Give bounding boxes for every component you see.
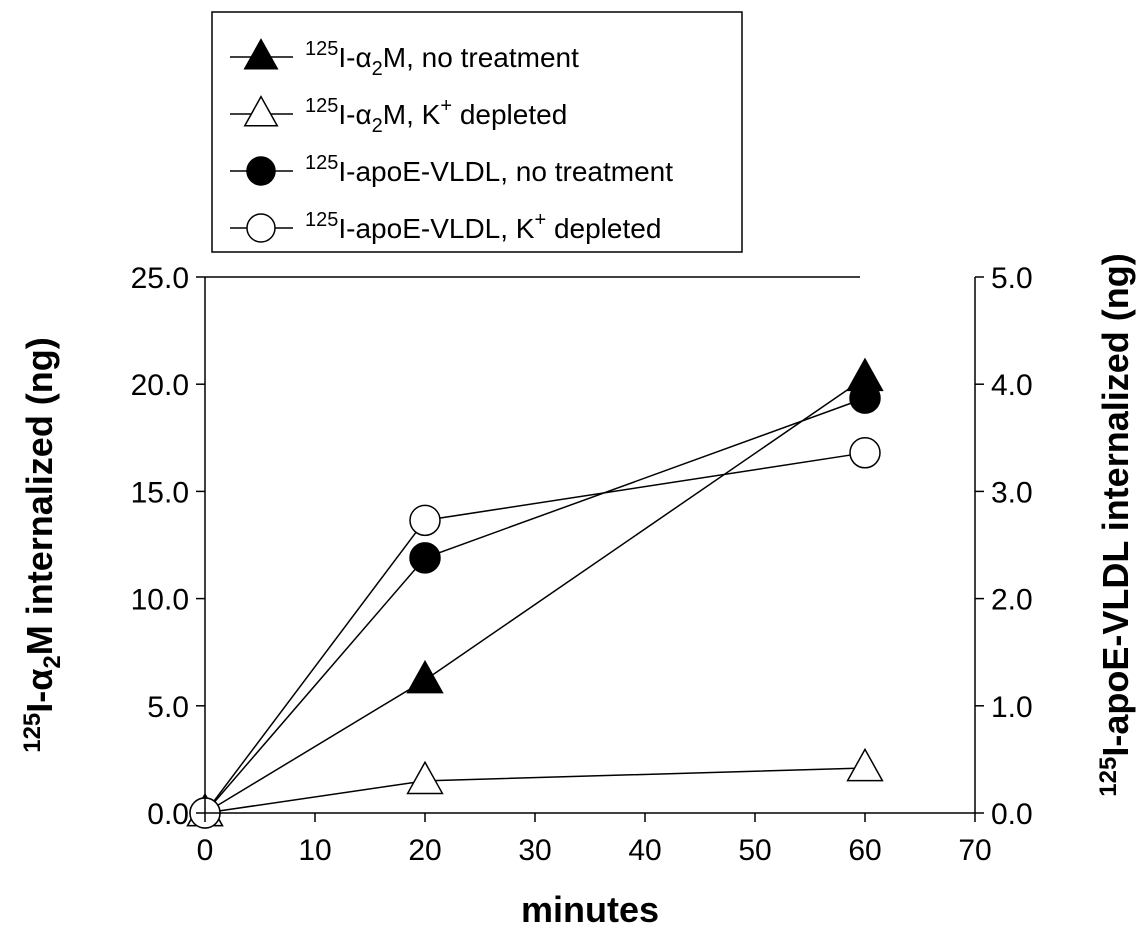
legend-label-pre: I-apoE-VLDL, K — [338, 213, 534, 244]
legend-label-sub: 2 — [372, 115, 383, 137]
data-point — [409, 542, 441, 574]
y-right-axis-title: 125I-apoE-VLDL internalized (ng) — [1095, 253, 1136, 796]
data-point — [849, 382, 881, 414]
series — [189, 382, 881, 829]
y-right-tick-label: 2.0 — [991, 584, 1033, 617]
x-tick-label: 20 — [408, 834, 441, 867]
x-tick-label: 10 — [298, 834, 331, 867]
y-left-axis-title-post: M internalized (ng) — [19, 337, 60, 655]
y-left-axis-title-pre: I- — [19, 691, 60, 713]
legend-item: 125I-apoE-VLDL, K+ depleted — [230, 209, 661, 244]
data-point — [846, 747, 884, 782]
y-right-tick-label: 0.0 — [991, 798, 1033, 831]
y-left-tick-label: 0.0 — [147, 798, 189, 831]
y-left-tick-label: 25.0 — [131, 262, 189, 295]
legend-label: 125I-apoE-VLDL, K+ depleted — [305, 209, 661, 244]
legend-label-sup2: + — [440, 95, 452, 117]
series-line — [204, 377, 866, 814]
y-left-axis-title: 125I-α2M internalized (ng) — [19, 337, 66, 753]
legend-label-sub: 2 — [372, 58, 383, 80]
y-right-axis-title-sup: 125 — [1095, 757, 1122, 797]
legend-label: 125I-α2M, no treatment — [305, 38, 579, 80]
legend-label-pre: I- — [338, 42, 355, 73]
series-line — [204, 767, 866, 814]
y-left-tick-label: 10.0 — [131, 584, 189, 617]
legend-label-post: M, no treatment — [383, 42, 579, 73]
plot-area — [186, 357, 884, 829]
x-axis-title: minutes — [521, 889, 659, 930]
legend-label-greek: α — [355, 99, 371, 130]
y-left-axis-title-greek: α — [19, 669, 60, 691]
legend-box — [211, 11, 743, 253]
y-left-axis-title-sub: 2 — [39, 655, 66, 668]
x-tick-label: 70 — [958, 834, 991, 867]
legend-label-sup: 125 — [305, 95, 338, 117]
y-left-tick-label: 15.0 — [131, 476, 189, 509]
data-point — [406, 659, 444, 694]
legend-label-pre: I- — [338, 99, 355, 130]
axes: 0 10 20 30 40 50 60 700.05.010.015.020.025.00.0… — [19, 253, 1136, 930]
y-right-tick-label: 3.0 — [991, 476, 1033, 509]
series-line — [204, 452, 866, 814]
legend-label-post2: depleted — [546, 213, 661, 244]
y-right-tick-label: 1.0 — [991, 691, 1033, 724]
legend-label-sup2: + — [534, 209, 546, 231]
legend-label-post: M, K — [383, 99, 441, 130]
y-left-tick-label: 20.0 — [131, 369, 189, 402]
legend-marker-triangle — [243, 95, 279, 127]
legend-label: 125I-α2M, K+ depleted — [305, 95, 567, 137]
legend-label: 125I-apoE-VLDL, no treatment — [305, 152, 673, 187]
legend-item: 125I-α2M, K+ depleted — [230, 95, 567, 137]
x-tick-label: 60 — [848, 834, 881, 867]
data-point — [849, 437, 881, 469]
y-left-axis-title-sup: 125 — [19, 713, 46, 753]
legend-label-sup: 125 — [305, 152, 338, 174]
legend-label-post2: depleted — [452, 99, 567, 130]
x-tick-label: 40 — [628, 834, 661, 867]
y-right-tick-label: 5.0 — [991, 262, 1033, 295]
x-tick-label: 30 — [518, 834, 551, 867]
y-right-axis-title-pre: I-apoE-VLDL internalized (ng) — [1095, 253, 1136, 756]
x-tick-label: 50 — [738, 834, 771, 867]
legend-label-sup: 125 — [305, 38, 338, 60]
y-right-tick-label: 4.0 — [991, 369, 1033, 402]
series — [189, 437, 881, 829]
legend-label-greek: α — [355, 42, 371, 73]
x-tick-label: 0 — [197, 834, 214, 867]
legend-item: 125I-α2M, no treatment — [230, 38, 579, 80]
legend-marker-circle — [246, 156, 276, 186]
data-point — [409, 504, 441, 537]
legend-label-pre: I-apoE-VLDL, no treatment — [338, 156, 673, 187]
legend-marker-triangle — [243, 38, 279, 70]
legend-item: 125I-apoE-VLDL, no treatment — [230, 152, 673, 187]
data-point — [406, 760, 444, 795]
y-left-tick-label: 5.0 — [147, 691, 189, 724]
legend-label-sup: 125 — [305, 209, 338, 231]
legend-marker-circle — [246, 213, 276, 243]
series-line — [204, 397, 866, 814]
